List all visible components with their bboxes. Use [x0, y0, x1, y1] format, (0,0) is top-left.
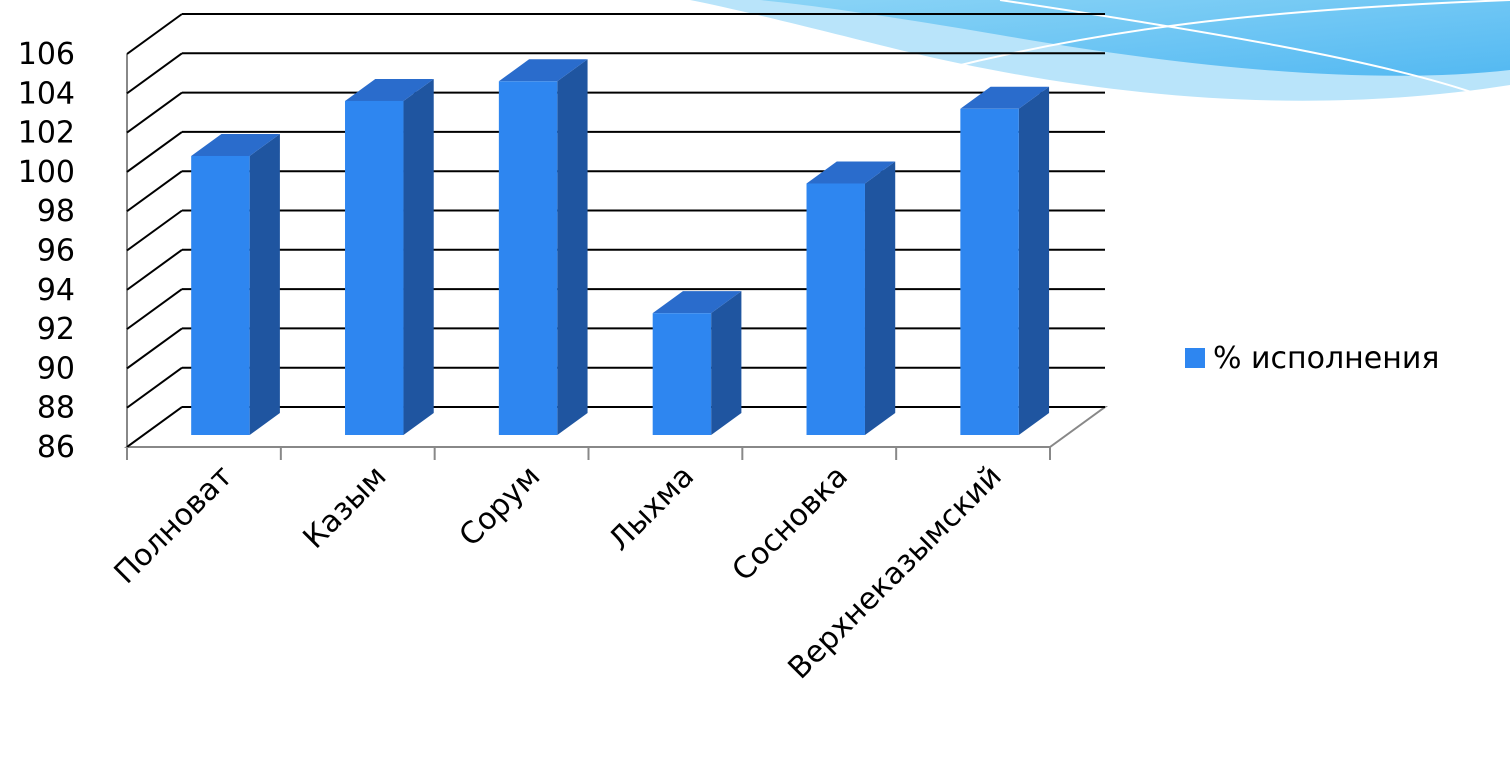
y-tick-label: 102: [18, 116, 75, 151]
bar-top: [498, 59, 588, 82]
legend-swatch: [1185, 348, 1205, 368]
bar-top: [345, 78, 434, 101]
y-tick-label: 94: [37, 273, 75, 308]
bar: [806, 183, 865, 435]
x-tick-label: Сорум: [453, 459, 548, 554]
y-tick-label: 104: [18, 76, 75, 111]
y-tick-label: 86: [37, 430, 75, 465]
bar-side: [1018, 86, 1050, 435]
plot-area: 86 88 90 92 94 96 98 100 102 104 106 Полноват Казым С…: [18, 13, 1439, 686]
bar-top: [652, 291, 742, 314]
bar: [498, 81, 558, 436]
bar-side: [711, 291, 742, 435]
y-tick-label: 100: [18, 155, 75, 190]
grid-line-side: [126, 52, 183, 95]
x-tick-label: Казым: [297, 459, 394, 556]
y-tick-label: 96: [37, 234, 75, 269]
y-tick-label: 106: [18, 37, 75, 72]
grid-line-side: [126, 248, 183, 291]
grid-line-side: [126, 406, 183, 448]
decor-wave: [690, 0, 1510, 101]
y-tick-label: 88: [37, 391, 75, 426]
x-tick-label: Сосновка: [726, 459, 855, 588]
grid-line-side: [126, 209, 183, 252]
y-tick-label: 92: [37, 312, 75, 347]
grid-line-side: [126, 288, 183, 330]
grid-line-side: [126, 366, 183, 409]
bar: [652, 313, 712, 435]
bar: [345, 100, 404, 435]
bar: [191, 155, 250, 435]
bar-top: [960, 86, 1050, 109]
grid-line-side: [126, 91, 183, 134]
legend-label: % исполнения: [1213, 341, 1439, 376]
grid-line-side: [126, 170, 183, 213]
y-tick-label: 90: [37, 351, 75, 386]
bar-side: [557, 59, 588, 436]
bar-side: [403, 78, 434, 435]
grid-line-side: [126, 327, 183, 370]
bar-top: [191, 133, 280, 156]
x-tick-label: Лыхма: [602, 459, 701, 558]
x-tick-label: Полноват: [108, 459, 240, 591]
y-tick-label: 98: [37, 194, 75, 229]
bar-side: [249, 133, 280, 435]
bar: [960, 108, 1019, 435]
grid-line-side: [126, 13, 183, 55]
grid-line-side: [126, 131, 183, 173]
bar-side: [864, 161, 896, 436]
bar-top: [806, 161, 896, 184]
